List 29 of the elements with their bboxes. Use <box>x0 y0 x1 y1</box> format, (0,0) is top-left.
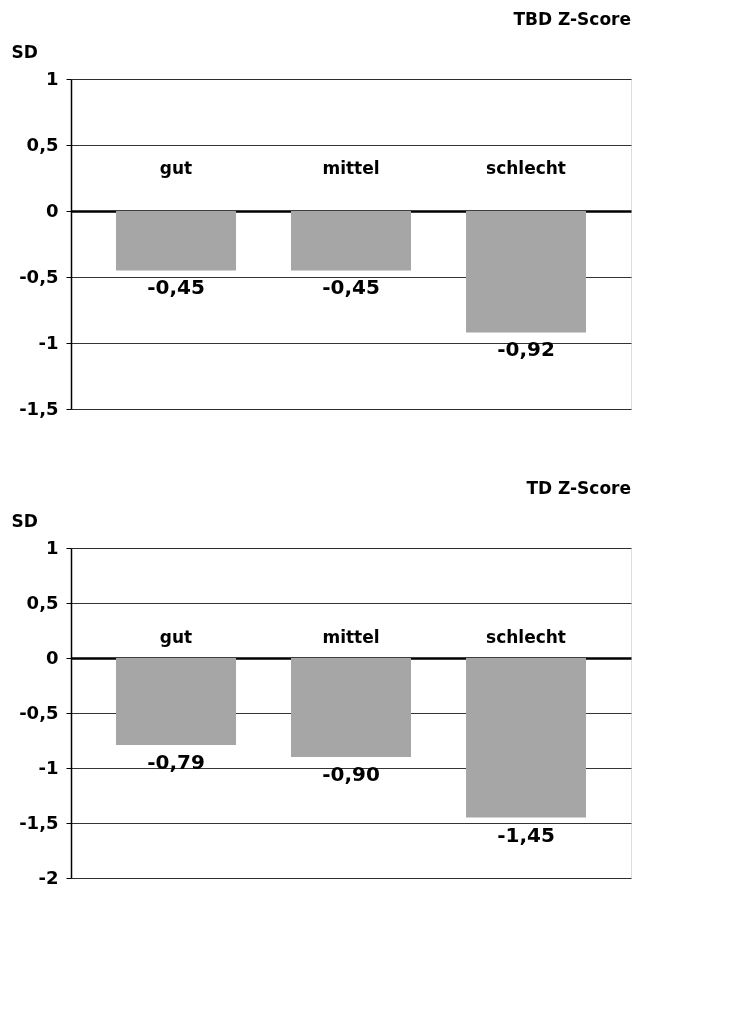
y-tick-label: -1 <box>38 331 59 353</box>
y-tick-label: -2 <box>38 866 59 888</box>
y-tick-label: -0,5 <box>19 265 59 287</box>
y-axis-title: SD <box>11 41 38 62</box>
y-tick-label: 0 <box>45 646 59 668</box>
y-tick-label: -1 <box>38 756 59 778</box>
y-tick-label: 1 <box>45 536 59 558</box>
x-tick-label: gut <box>159 626 193 647</box>
y-tick-label: 1 <box>45 67 59 89</box>
x-tick-label: gut <box>159 157 193 178</box>
y-axis-title: SD <box>11 510 38 531</box>
y-tick-label: -1,5 <box>19 811 59 833</box>
data-label: -0,79 <box>147 749 205 774</box>
data-label: -1,45 <box>497 822 555 847</box>
x-tick-label: mittel <box>322 157 380 178</box>
x-tick-label: schlecht <box>486 157 566 178</box>
x-tick-label: schlecht <box>486 626 566 647</box>
data-label: -0,45 <box>147 275 205 300</box>
chart-title: TD Z-Score <box>526 478 631 498</box>
data-label: -0,90 <box>322 762 380 786</box>
y-tick-label: 0,5 <box>26 591 59 613</box>
y-tick-label: 0 <box>45 199 59 221</box>
x-tick-label: mittel <box>322 626 380 647</box>
data-label: -0,45 <box>322 275 380 300</box>
data-label: -0,92 <box>497 337 555 362</box>
chart-title: TBD Z-Score <box>513 9 631 29</box>
y-tick-label: 0,5 <box>26 133 59 155</box>
y-tick-label: -0,5 <box>19 701 59 723</box>
y-tick-label: -1,5 <box>19 397 59 419</box>
